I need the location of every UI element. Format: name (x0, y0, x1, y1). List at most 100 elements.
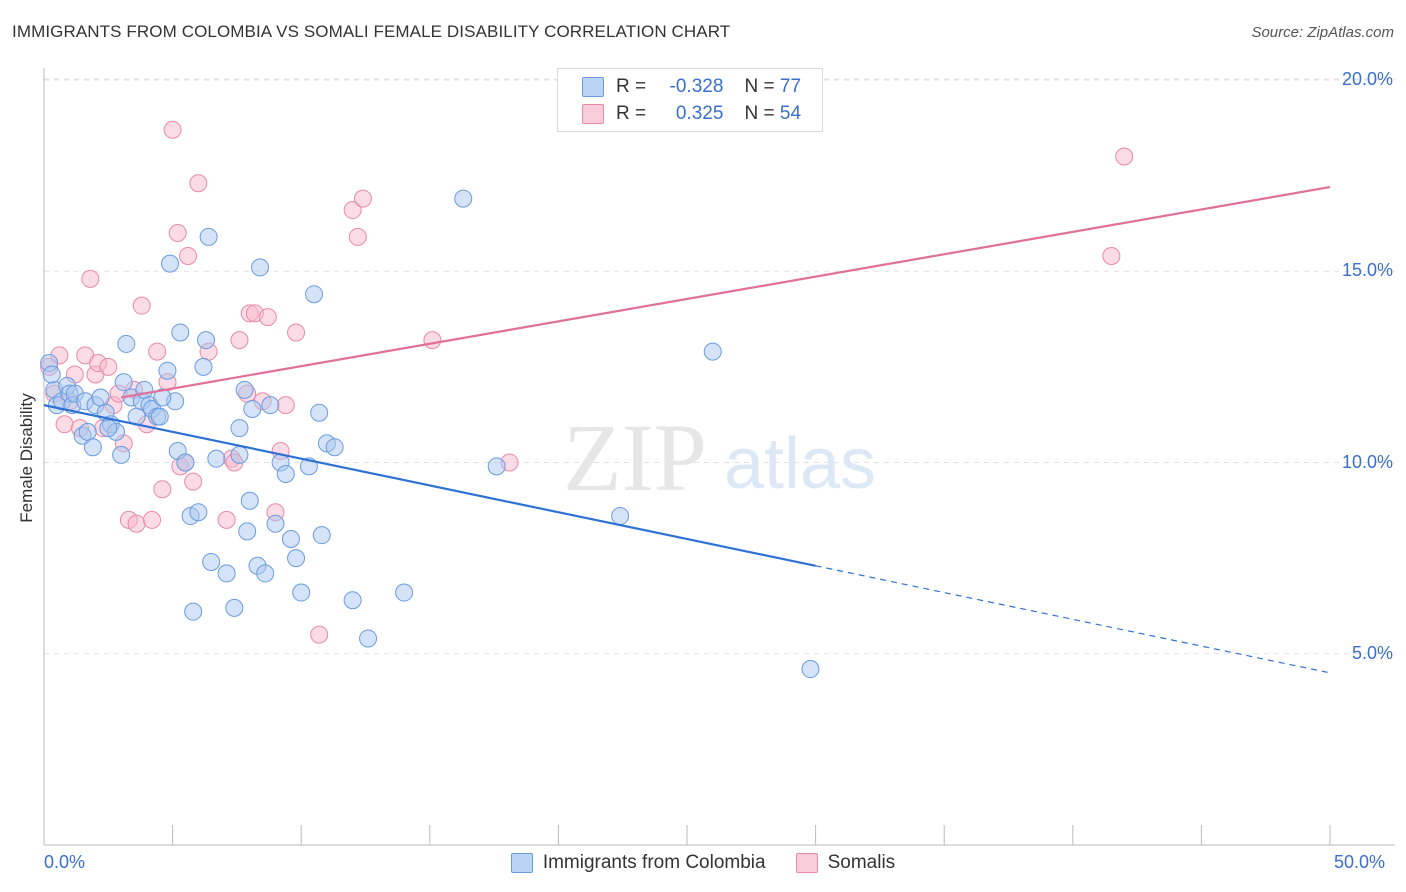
legend-r-label: R = (616, 103, 647, 124)
colombia-point (230, 419, 249, 438)
colombia-point (158, 361, 177, 380)
colombia-point (238, 522, 257, 541)
colombia-point (42, 365, 61, 384)
series-swatch-somalis (795, 853, 818, 873)
colombia-point (230, 445, 249, 464)
y-tick-label: 20.0% (1341, 69, 1393, 89)
somalis-point (179, 246, 198, 265)
somalis-point (287, 323, 306, 342)
colombia-point (395, 583, 414, 602)
somalis-point (168, 224, 187, 242)
somalis-point (55, 415, 74, 434)
somalis-point (423, 331, 442, 350)
colombia-trend-line (43, 404, 816, 567)
colombia-point (287, 549, 306, 568)
colombia-point (312, 526, 331, 545)
somalis-point (184, 472, 203, 491)
legend-row-somalis: R = 0.325 N = 54 (582, 102, 801, 126)
somalis-point (343, 201, 362, 220)
colombia-point (225, 598, 244, 617)
colombia-point (243, 399, 262, 418)
legend-row-colombia: R = -0.328 N = 77 (582, 75, 801, 99)
series-legend: Immigrants from Colombia Somalis (0, 852, 1406, 874)
legend-swatch-colombia (582, 77, 604, 97)
colombia-point (276, 464, 295, 483)
colombia-point (266, 514, 285, 533)
legend-n-value-somalis: 54 (779, 103, 802, 124)
x-tick-max: 50.0% (1334, 852, 1386, 872)
somalis-point (132, 296, 151, 315)
grid-lines (44, 78, 1395, 655)
colombia-point (305, 285, 324, 304)
colombia-point (801, 660, 820, 679)
colombia-point (135, 380, 154, 399)
colombia-point (256, 564, 275, 583)
colombia-point (261, 396, 280, 415)
colombia-point (194, 357, 213, 376)
chart-title: IMMIGRANTS FROM COLOMBIA VS SOMALI FEMAL… (12, 22, 731, 41)
somalis-point (99, 357, 118, 376)
somalis-point (217, 510, 236, 529)
legend-r-value-somalis: 0.325 (675, 103, 724, 124)
colombia-point (325, 438, 344, 457)
colombia-point (487, 457, 506, 476)
colombia-point (251, 258, 270, 277)
somalis-point (258, 308, 277, 327)
somalis-point (163, 120, 182, 139)
y-tick-label: 15.0% (1341, 260, 1393, 281)
colombia-point (91, 388, 110, 407)
somalis-point (189, 174, 208, 193)
colombia-point (78, 422, 97, 441)
colombia-point (83, 438, 102, 457)
series-label-colombia: Immigrants from Colombia (542, 852, 766, 873)
colombia-point (150, 407, 169, 426)
somalis-point (276, 396, 295, 415)
colombia-point (611, 507, 630, 526)
colombia-point (189, 503, 208, 522)
source-label: Source: ZipAtlas.com (1251, 24, 1394, 41)
y-tick-label: 10.0% (1341, 451, 1393, 472)
colombia-point (184, 602, 203, 621)
y-tick-label: 5.0% (1351, 642, 1393, 663)
colombia-point (343, 591, 362, 610)
series-legend-colombia: Immigrants from Colombia (510, 852, 766, 874)
somalis-point (230, 331, 249, 350)
colombia-point (454, 189, 473, 208)
watermark: ZIP atlas (563, 404, 876, 511)
somalis-point (353, 189, 372, 208)
colombia-point (310, 403, 329, 422)
legend-r-value-colombia: -0.328 (669, 76, 724, 97)
somalis-point (81, 269, 100, 288)
correlation-legend: R = -0.328 N = 77 R = 0.325 N = 54 (557, 68, 823, 132)
legend-r-label: R = (616, 76, 647, 97)
series-swatch-colombia (510, 853, 533, 873)
colombia-point (112, 445, 131, 464)
colombia-point (99, 419, 118, 438)
legend-n-value-colombia: 77 (779, 76, 802, 97)
somalis-trend-line (120, 186, 1331, 399)
somalis-point (1102, 246, 1121, 265)
colombia-point (114, 373, 133, 392)
series-legend-somalis: Somalis (795, 852, 895, 874)
colombia-point (171, 323, 190, 342)
colombia-point (240, 491, 259, 510)
trend-lines (43, 186, 1331, 674)
colombia-point (176, 453, 195, 472)
somalis-point (127, 514, 146, 533)
watermark-atlas: atlas (724, 424, 876, 504)
somalis-point (148, 342, 167, 361)
colombia-point (199, 227, 218, 246)
colombia-point (161, 254, 180, 273)
colombia-point (217, 564, 236, 583)
colombia-point (202, 552, 221, 571)
somalis-point (348, 227, 367, 246)
somalis-point (153, 480, 172, 499)
somalis-point (143, 510, 162, 529)
colombia-trend-extension (815, 565, 1331, 674)
legend-swatch-somalis (582, 104, 604, 124)
legend-n-label: N = (744, 76, 775, 97)
colombia-point (235, 380, 254, 399)
colombia-point (292, 583, 311, 602)
somalis-point (1115, 147, 1134, 166)
